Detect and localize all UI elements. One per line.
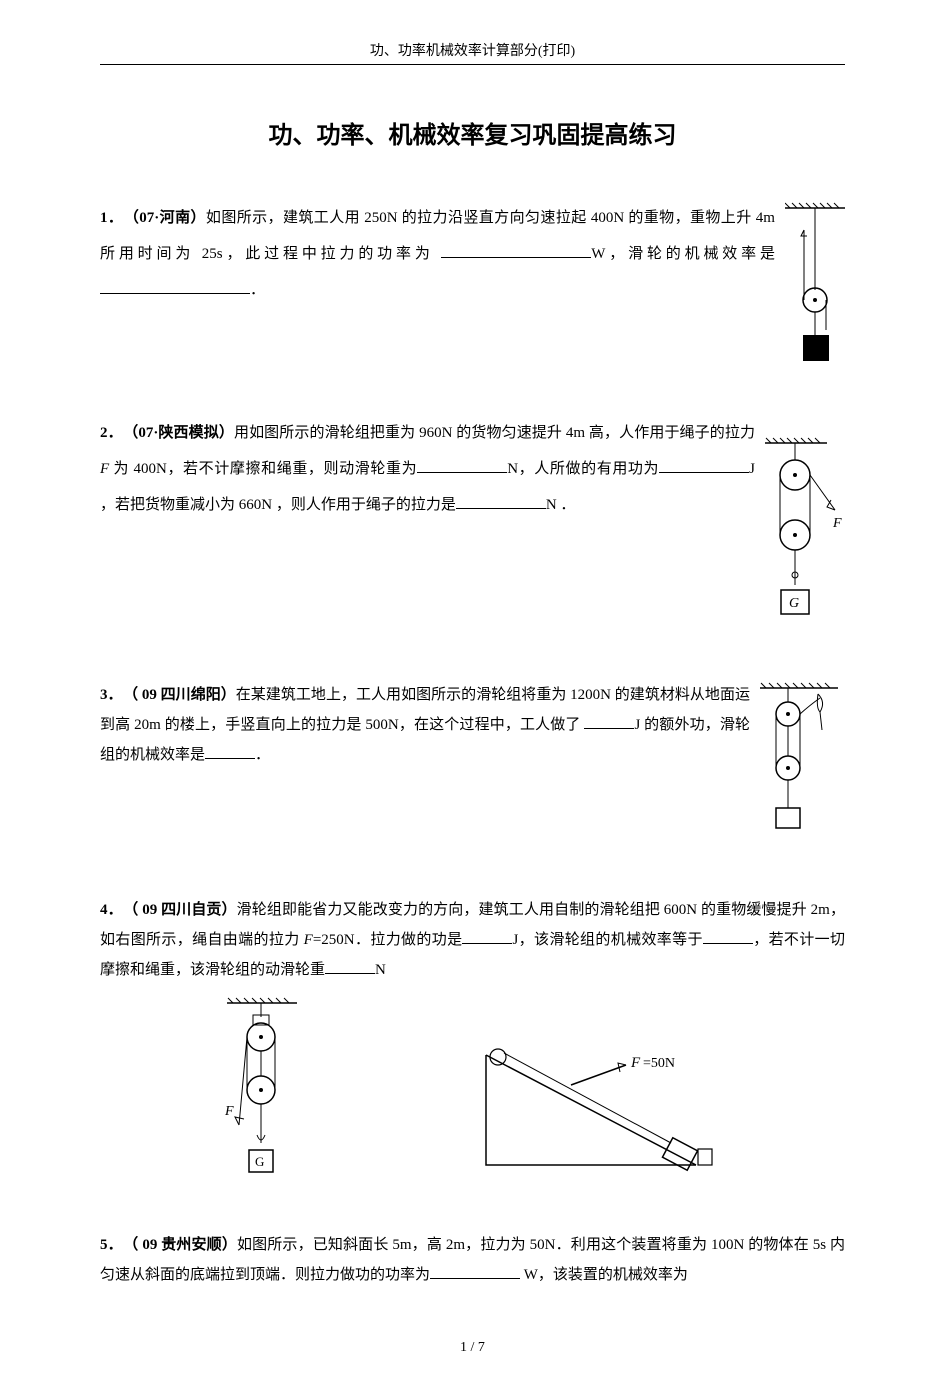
figure-p3 (760, 680, 845, 855)
svg-text:F: F (224, 1104, 234, 1119)
problem-number: 3． (100, 687, 123, 703)
problem-3: 3．（ 09 四川绵阳）在某建筑工地上，工人用如图所示的滑轮组将重为 1200N… (100, 680, 845, 855)
svg-text:G: G (789, 596, 799, 611)
figure-p2: F G (765, 435, 845, 640)
problem-2: F G 2． （07·陕西模拟）用如图所示的滑轮组把重为 960N 的货物匀速提升… (100, 415, 845, 640)
blank (441, 243, 591, 258)
problem-source: （07·陕西模拟） (131, 425, 234, 441)
text: N ． (546, 497, 576, 513)
blank (100, 279, 250, 294)
main-title: 功、功率、机械效率复习巩固提高练习 (100, 115, 845, 150)
header-divider (100, 64, 845, 65)
problem-5: 5．（ 09 贵州安顺）如图所示，已知斜面长 5m，高 2m，拉力为 50N．利… (100, 1230, 845, 1290)
problem-source: （ 09 四川自贡） (131, 902, 237, 918)
figure-p4-incline: F =50N (466, 1035, 726, 1190)
problem-number: 5． (100, 1237, 123, 1253)
problem-1: 1．（07·河南）如图所示，建筑工人用 250N 的拉力沿竖直方向匀速拉起 40… (100, 200, 845, 375)
problem-number: 2． (100, 425, 123, 441)
text: =250N．拉力做的功是 (313, 932, 463, 948)
problem-number: 4． (100, 902, 123, 918)
blank (325, 959, 375, 974)
blank (462, 929, 512, 944)
text: W，滑轮的机械效率是 (591, 246, 775, 262)
var-F: F (304, 932, 313, 948)
problem-source: （07·河南） (131, 210, 206, 226)
blank (417, 458, 507, 473)
svg-text:G: G (255, 1154, 264, 1169)
svg-text:F: F (832, 516, 842, 531)
blank (703, 929, 753, 944)
page-footer: 1 / 7 (100, 1340, 845, 1356)
figure-p1 (785, 200, 845, 375)
text: 用如图所示的滑轮组把重为 960N 的货物匀速提升 4m 高，人作用于绳子的拉力 (234, 425, 755, 441)
text: N，人所做的有用功为 (507, 461, 659, 477)
svg-text:=50N: =50N (643, 1056, 675, 1071)
text: N (375, 962, 386, 978)
problem-source: （ 09 四川绵阳） (131, 687, 236, 703)
blank (456, 494, 546, 509)
problem-source: （ 09 贵州安顺） (131, 1237, 237, 1253)
text: ． (255, 747, 270, 763)
var-F: F (100, 461, 109, 477)
text: J，该滑轮组的机械效率等于 (512, 932, 702, 948)
text: W，该装置的机械效率为 (520, 1267, 688, 1283)
svg-text:F: F (630, 1055, 641, 1071)
text: ． (250, 282, 265, 298)
header-title: 功、功率机械效率计算部分(打印) (100, 40, 845, 60)
problem-4: 4．（ 09 四川自贡）滑轮组即能省力又能改变力的方向，建筑工人用自制的滑轮组把… (100, 895, 845, 1190)
blank (430, 1264, 520, 1279)
figure-p4-pulley: F G (219, 995, 309, 1190)
problem-number: 1． (100, 210, 123, 226)
blank (659, 458, 749, 473)
blank (205, 744, 255, 759)
blank (584, 714, 634, 729)
text: 为 400N，若不计摩擦和绳重，则动滑轮重为 (109, 461, 417, 477)
